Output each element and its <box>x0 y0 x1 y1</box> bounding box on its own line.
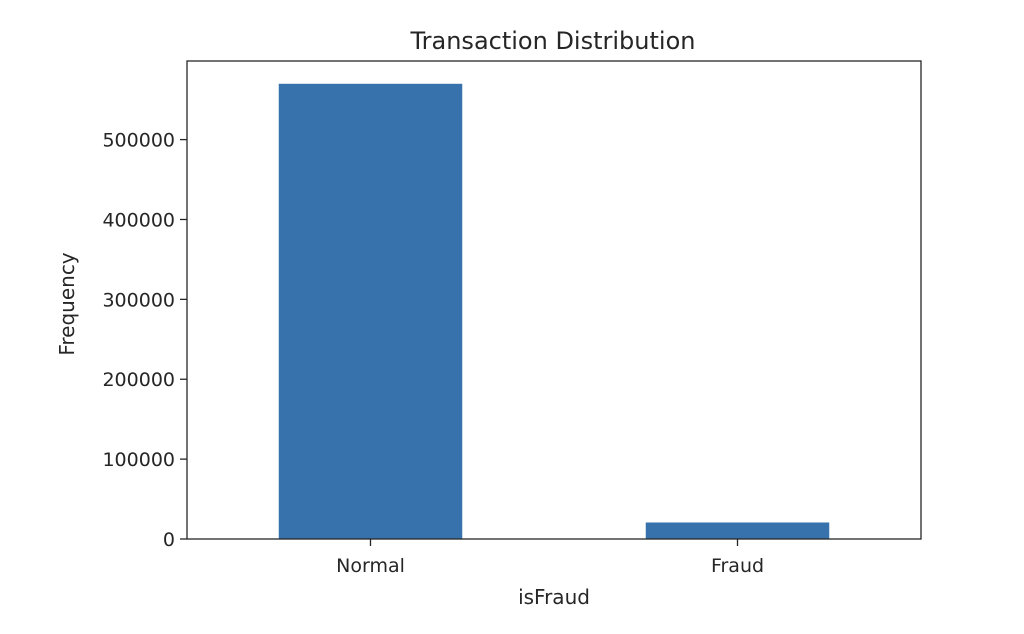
y-tick-label: 0 <box>163 529 175 551</box>
x-axis: Normal Fraud <box>336 539 764 577</box>
bar-normal <box>278 83 463 539</box>
y-tick-label: 300000 <box>102 289 175 311</box>
y-tick-label: 400000 <box>102 209 175 231</box>
bar-fraud <box>645 522 830 539</box>
y-tick-label: 100000 <box>102 449 175 471</box>
y-tick-label: 500000 <box>102 130 175 152</box>
y-axis-label: Frequency <box>55 252 79 355</box>
bars-group <box>278 83 830 539</box>
y-axis: 0 100000 200000 300000 400000 500000 <box>102 130 187 551</box>
y-tick-label: 200000 <box>102 369 175 391</box>
chart-title: Transaction Distribution <box>410 27 696 55</box>
x-tick-label: Fraud <box>711 555 764 577</box>
x-axis-label: isFraud <box>518 585 590 609</box>
x-tick-label: Normal <box>336 555 405 577</box>
